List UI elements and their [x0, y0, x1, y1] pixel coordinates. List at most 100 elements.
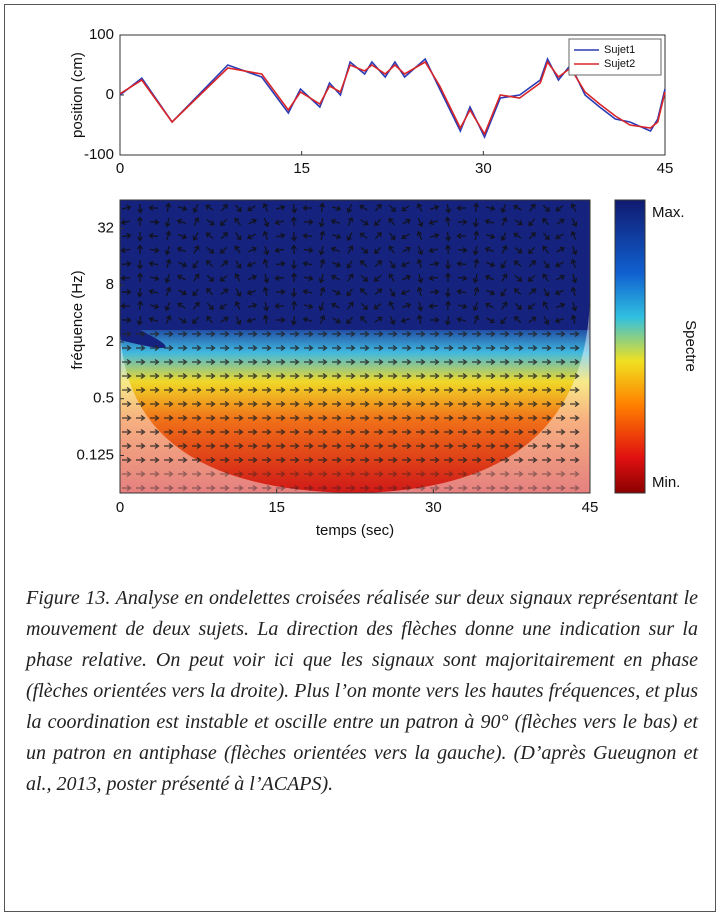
arrow: [388, 386, 398, 394]
arrow: [514, 442, 524, 450]
arrow: [206, 330, 216, 338]
arrow: [319, 286, 326, 296]
arrow: [501, 216, 508, 226]
arrow: [234, 330, 244, 338]
arrow: [374, 288, 383, 295]
arrow: [332, 386, 342, 394]
arrow: [556, 218, 565, 225]
arrow: [456, 260, 467, 267]
arrow: [275, 288, 286, 295]
arrow: [192, 442, 202, 450]
arrow: [570, 414, 580, 422]
arrow: [359, 260, 368, 268]
arrow: [206, 372, 216, 380]
arrow: [262, 258, 269, 269]
arrow: [374, 218, 382, 227]
arrow: [137, 203, 144, 214]
arrow: [164, 245, 171, 256]
arrow: [148, 260, 159, 267]
legend-label: Sujet1: [604, 44, 635, 56]
arrow: [192, 386, 202, 394]
arrow: [543, 288, 550, 297]
arrow: [148, 316, 159, 323]
arrow: [302, 204, 312, 212]
arrow: [374, 372, 384, 380]
arrow: [360, 219, 369, 226]
arrow: [290, 400, 300, 408]
arrow: [318, 428, 328, 436]
arrow: [304, 484, 314, 492]
y-tick-label: 8: [106, 276, 114, 293]
arrow: [486, 484, 496, 492]
arrow: [332, 330, 342, 338]
arrow: [472, 442, 482, 450]
arrow: [248, 358, 258, 366]
series-line: [119, 60, 666, 136]
arrow: [472, 428, 482, 436]
arrow: [444, 216, 451, 227]
arrow: [176, 246, 186, 253]
colorbar-label: Spectre: [682, 320, 699, 372]
arrow: [514, 400, 524, 408]
arrow: [388, 301, 395, 310]
arrow: [472, 217, 479, 228]
arrow: [177, 274, 186, 281]
arrow: [374, 470, 384, 478]
arrow: [234, 442, 244, 450]
arrow: [192, 456, 202, 464]
arrow: [206, 428, 216, 436]
arrow: [360, 400, 370, 408]
arrow: [554, 317, 564, 324]
arrow: [456, 205, 467, 212]
arrow: [416, 428, 426, 436]
arrow: [178, 470, 188, 478]
arrow: [472, 302, 479, 312]
arrow: [555, 205, 564, 212]
arrow: [318, 330, 328, 338]
arrow: [290, 442, 300, 450]
arrow: [428, 275, 439, 282]
arrow: [458, 400, 468, 408]
arrow: [192, 232, 199, 241]
arrow: [263, 218, 270, 228]
arrow: [178, 442, 188, 450]
arrow: [486, 386, 496, 394]
heatmap-frame: [119, 199, 591, 494]
arrow: [486, 470, 496, 478]
arrow: [220, 400, 230, 408]
arrow: [500, 344, 510, 352]
arrow: [486, 442, 496, 450]
arrow: [318, 245, 325, 256]
arrow: [290, 470, 300, 478]
arrow: [192, 400, 202, 408]
arrow: [500, 428, 510, 436]
arrow: [445, 259, 452, 270]
arrow: [472, 414, 482, 422]
arrow: [402, 344, 412, 352]
arrow: [556, 274, 566, 281]
arrow: [234, 372, 244, 380]
arrow: [248, 414, 258, 422]
arrow: [234, 484, 244, 492]
arrow: [360, 247, 369, 254]
arrow: [360, 442, 370, 450]
arrow: [275, 232, 286, 239]
arrow: [276, 484, 286, 492]
arrow: [429, 316, 440, 323]
arrow: [528, 260, 537, 268]
arrow: [346, 456, 356, 464]
arrow: [570, 456, 580, 464]
arrow: [291, 203, 298, 214]
arrow: [542, 484, 552, 492]
arrow: [542, 358, 552, 366]
arrow: [570, 470, 580, 478]
arrow: [485, 233, 496, 240]
arrow: [402, 386, 412, 394]
arrow: [234, 273, 241, 282]
arrow: [458, 358, 468, 366]
arrow: [501, 301, 508, 310]
arrow: [137, 272, 144, 283]
arrow: [416, 358, 426, 366]
arrow: [164, 428, 174, 436]
arrow: [178, 358, 188, 366]
